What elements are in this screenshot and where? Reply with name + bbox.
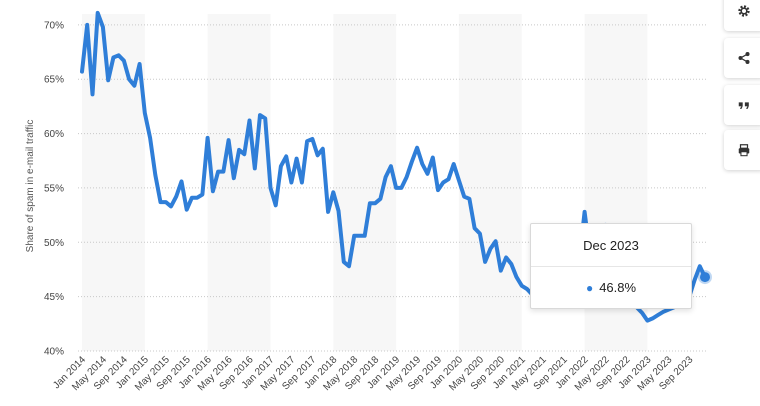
y-axis-ticks: 40% 45% 50% 55% 60% 65% 70% — [44, 20, 64, 357]
share-button[interactable] — [724, 38, 760, 78]
tooltip-value-row: ● 46.8% — [531, 267, 691, 308]
y-tick-label: 60% — [44, 129, 64, 140]
gear-icon — [738, 5, 750, 17]
data-point-dec-2023 — [700, 272, 710, 283]
quote-icon — [738, 102, 749, 109]
y-tick-label: 45% — [44, 292, 64, 303]
y-axis-label: Share of spam in e-mail traffic — [25, 120, 36, 253]
year-band — [458, 14, 522, 351]
series-dot-icon: ● — [585, 280, 594, 295]
print-button[interactable] — [724, 130, 760, 170]
print-icon — [738, 144, 750, 157]
settings-button[interactable] — [724, 0, 760, 31]
y-tick-label: 65% — [44, 75, 64, 86]
year-band — [333, 14, 397, 351]
cite-button[interactable] — [724, 85, 760, 125]
y-tick-label: 50% — [44, 238, 64, 249]
share-icon — [738, 52, 750, 64]
year-band — [207, 14, 271, 351]
tooltip-date: Dec 2023 — [531, 224, 691, 267]
y-tick-label: 40% — [44, 347, 64, 358]
data-tooltip: Dec 2023 ● 46.8% — [530, 223, 692, 309]
y-tick-label: 55% — [44, 183, 64, 194]
y-tick-label: 70% — [44, 20, 64, 31]
tooltip-value: 46.8% — [599, 280, 637, 295]
